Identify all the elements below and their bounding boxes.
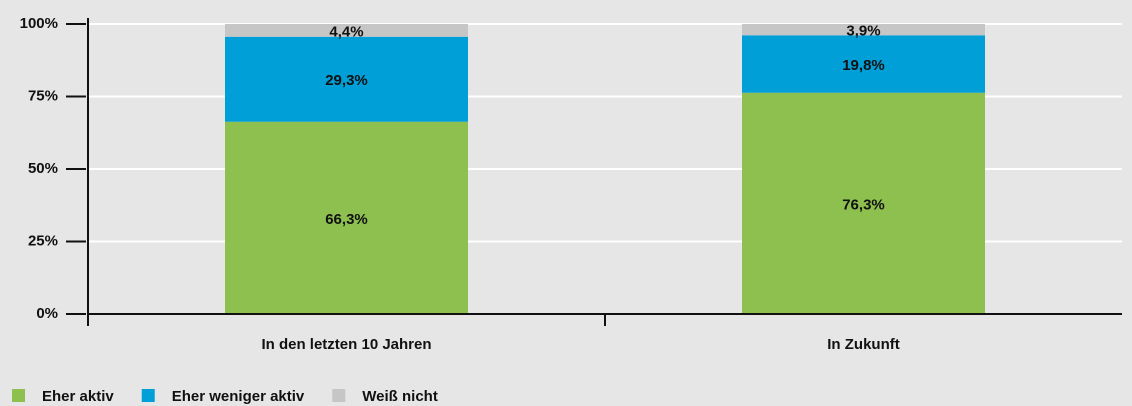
bar-segment	[225, 121, 468, 314]
data-label: 29,3%	[325, 72, 368, 89]
y-tick-label: 25%	[28, 232, 58, 249]
legend-label: Eher weniger aktiv	[172, 388, 305, 405]
data-label: 66,3%	[325, 211, 368, 228]
legend-swatch	[12, 389, 25, 402]
legend-label: Eher aktiv	[42, 388, 114, 405]
legend-swatch	[141, 389, 155, 402]
bar-segment	[742, 92, 985, 314]
y-tick-label: 0%	[36, 305, 58, 322]
legend-swatch	[332, 389, 346, 402]
y-tick-label: 100%	[20, 15, 58, 32]
y-tick-label: 75%	[28, 87, 58, 104]
x-tick-label: In Zukunft	[827, 336, 899, 353]
data-label: 76,3%	[842, 196, 885, 213]
x-tick-label: In den letzten 10 Jahren	[261, 336, 431, 353]
data-label: 19,8%	[842, 57, 885, 74]
bar-segment	[742, 24, 985, 36]
data-label: 3,9%	[846, 23, 880, 40]
legend-label: Weiß nicht	[362, 388, 438, 405]
bar-segment	[225, 36, 468, 122]
data-label: 4,4%	[329, 23, 363, 40]
bar-segment	[742, 35, 985, 93]
y-tick-label: 50%	[28, 160, 58, 177]
bar-segment	[225, 24, 468, 37]
